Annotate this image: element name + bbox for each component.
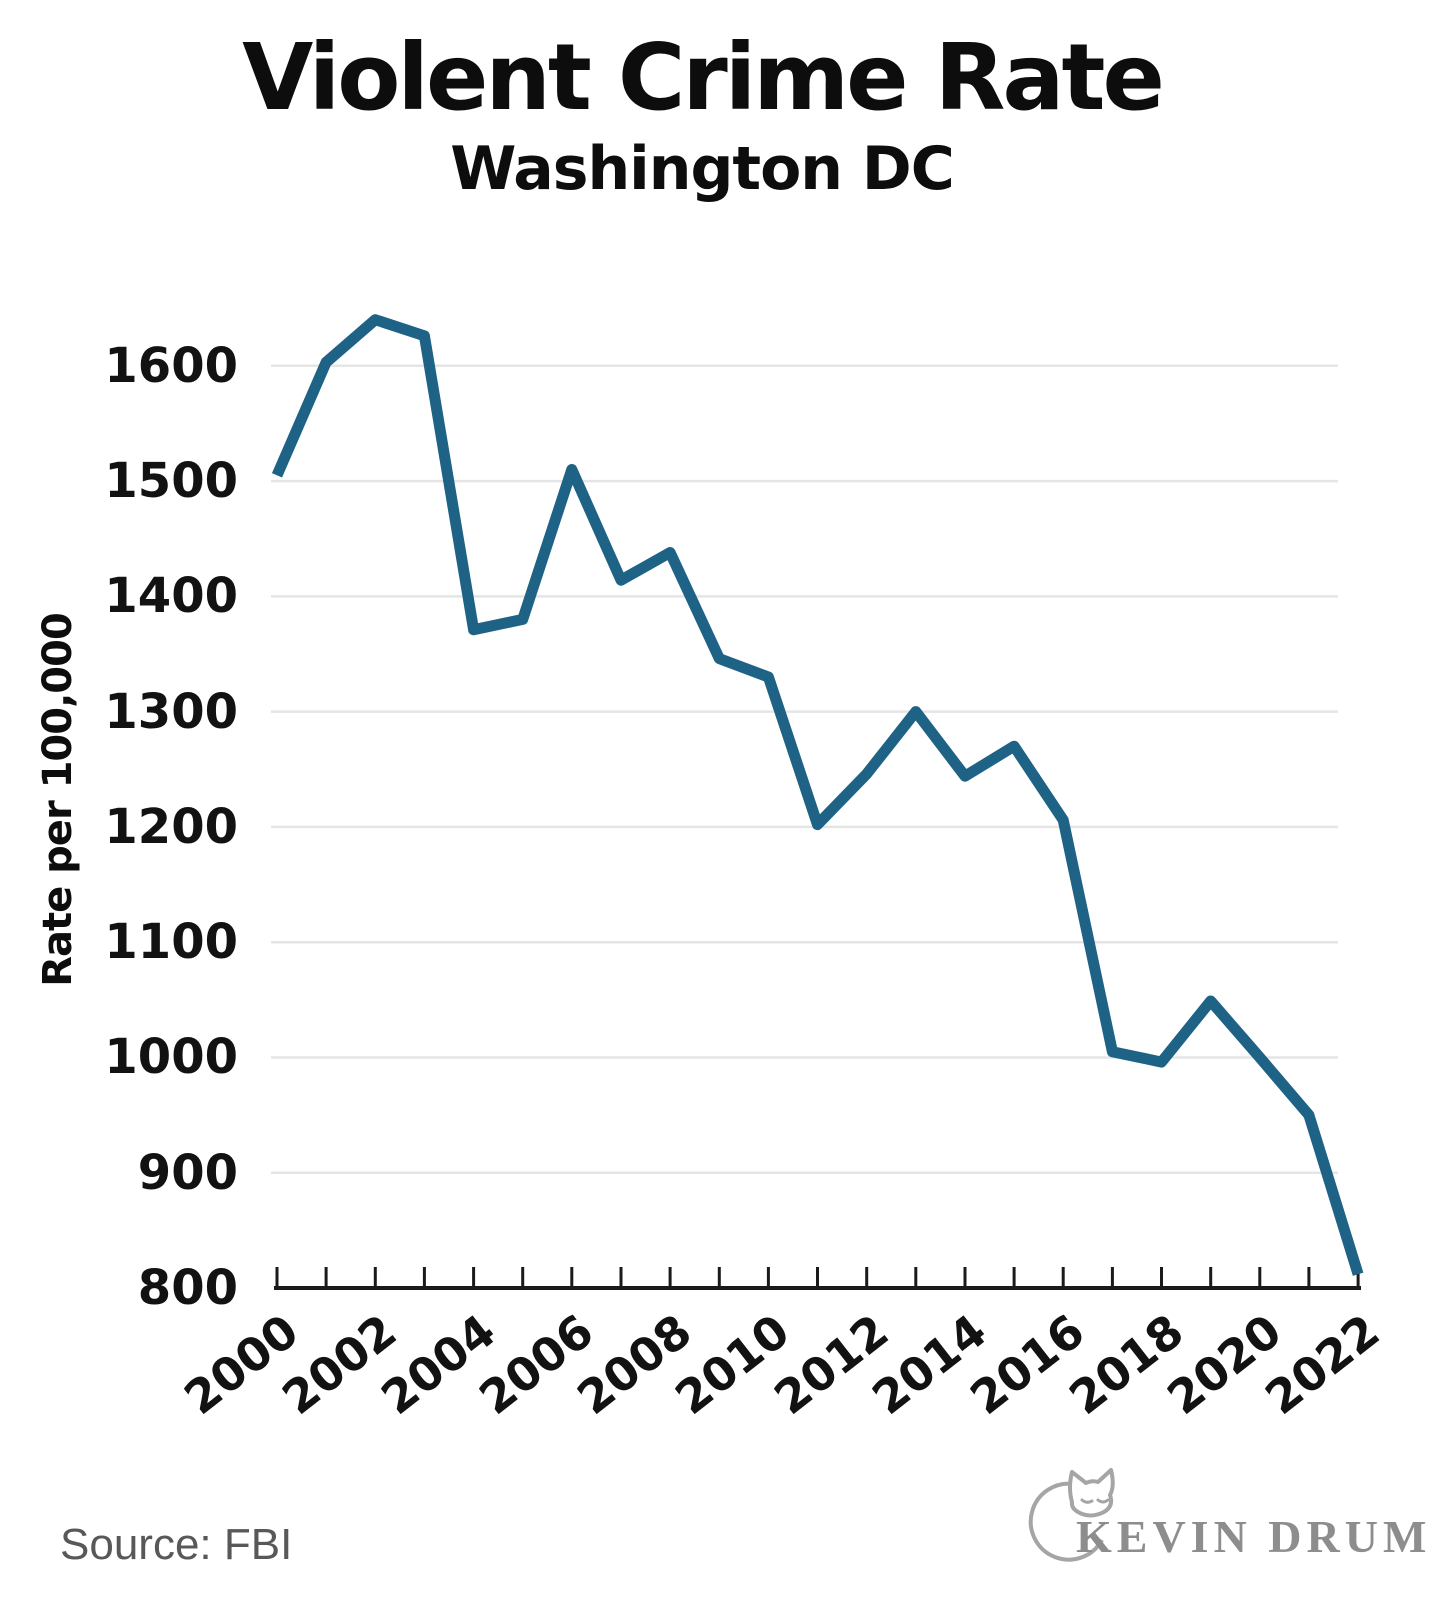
- chart-subtitle: Washington DC: [450, 134, 955, 204]
- y-tick-label: 1600: [104, 337, 238, 394]
- y-tick-label: 1400: [104, 568, 238, 625]
- source-note: Source: FBI: [60, 1520, 293, 1569]
- y-tick-label: 1100: [104, 914, 238, 971]
- y-tick-label: 1500: [104, 453, 238, 510]
- crime-rate-line: [271, 314, 1364, 1276]
- chart-title: Violent Crime Rate: [242, 24, 1165, 131]
- y-tick-label: 900: [137, 1144, 238, 1201]
- y-tick-label: 800: [137, 1260, 238, 1316]
- y-tick-label: 1200: [104, 798, 238, 855]
- credit-text: KEVIN DRUM: [1076, 1511, 1432, 1562]
- cat-logo-icon: [1028, 1468, 1115, 1562]
- y-tick-label: 1300: [104, 683, 238, 740]
- y-tick-label: 1000: [104, 1029, 238, 1086]
- credit-logo: KEVIN DRUM: [1008, 1462, 1426, 1582]
